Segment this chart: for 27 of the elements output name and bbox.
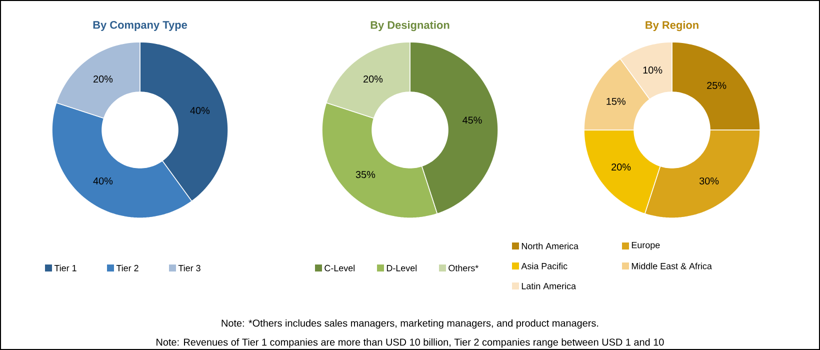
data-label: 10%	[643, 66, 662, 74]
data-label: 45%	[462, 116, 482, 124]
chart-title: By Region	[646, 20, 698, 32]
legend-label: Tier 2	[116, 264, 138, 272]
text: Note: *Others includes sales managers, marketing managers, and product managers.	[222, 319, 598, 329]
legend-label: Asia Pacific	[521, 262, 568, 270]
data-label: 25%	[707, 82, 726, 89]
legend-label: Tier 1	[54, 264, 76, 272]
legend-label: C-Level	[324, 264, 354, 272]
data-label: 35%	[356, 171, 376, 178]
legend-label: Tier 3	[178, 264, 200, 272]
data-label: 40%	[190, 107, 210, 114]
legend-label: D-Level	[386, 264, 416, 272]
legend-label: Others*	[448, 264, 478, 272]
legend-label: North America	[522, 242, 578, 250]
data-label: 20%	[364, 76, 383, 83]
data-label: 15%	[606, 98, 626, 105]
data-label: 20%	[94, 76, 113, 83]
data-label: 20%	[612, 164, 631, 171]
legend-label: Latin America	[522, 282, 576, 290]
chart-title: By Company Type	[93, 21, 188, 31]
data-label: 40%	[93, 177, 113, 184]
chart-title: By Designation	[370, 20, 450, 32]
legend-label: Europe	[632, 242, 660, 250]
data-label: 30%	[699, 177, 719, 184]
legend-label: Middle East & Africa	[632, 262, 712, 270]
text: Note: Revenues of Tier 1 companies are more than USD 10 billion, Tier 2 companies range between USD 1 and 10	[156, 338, 664, 348]
